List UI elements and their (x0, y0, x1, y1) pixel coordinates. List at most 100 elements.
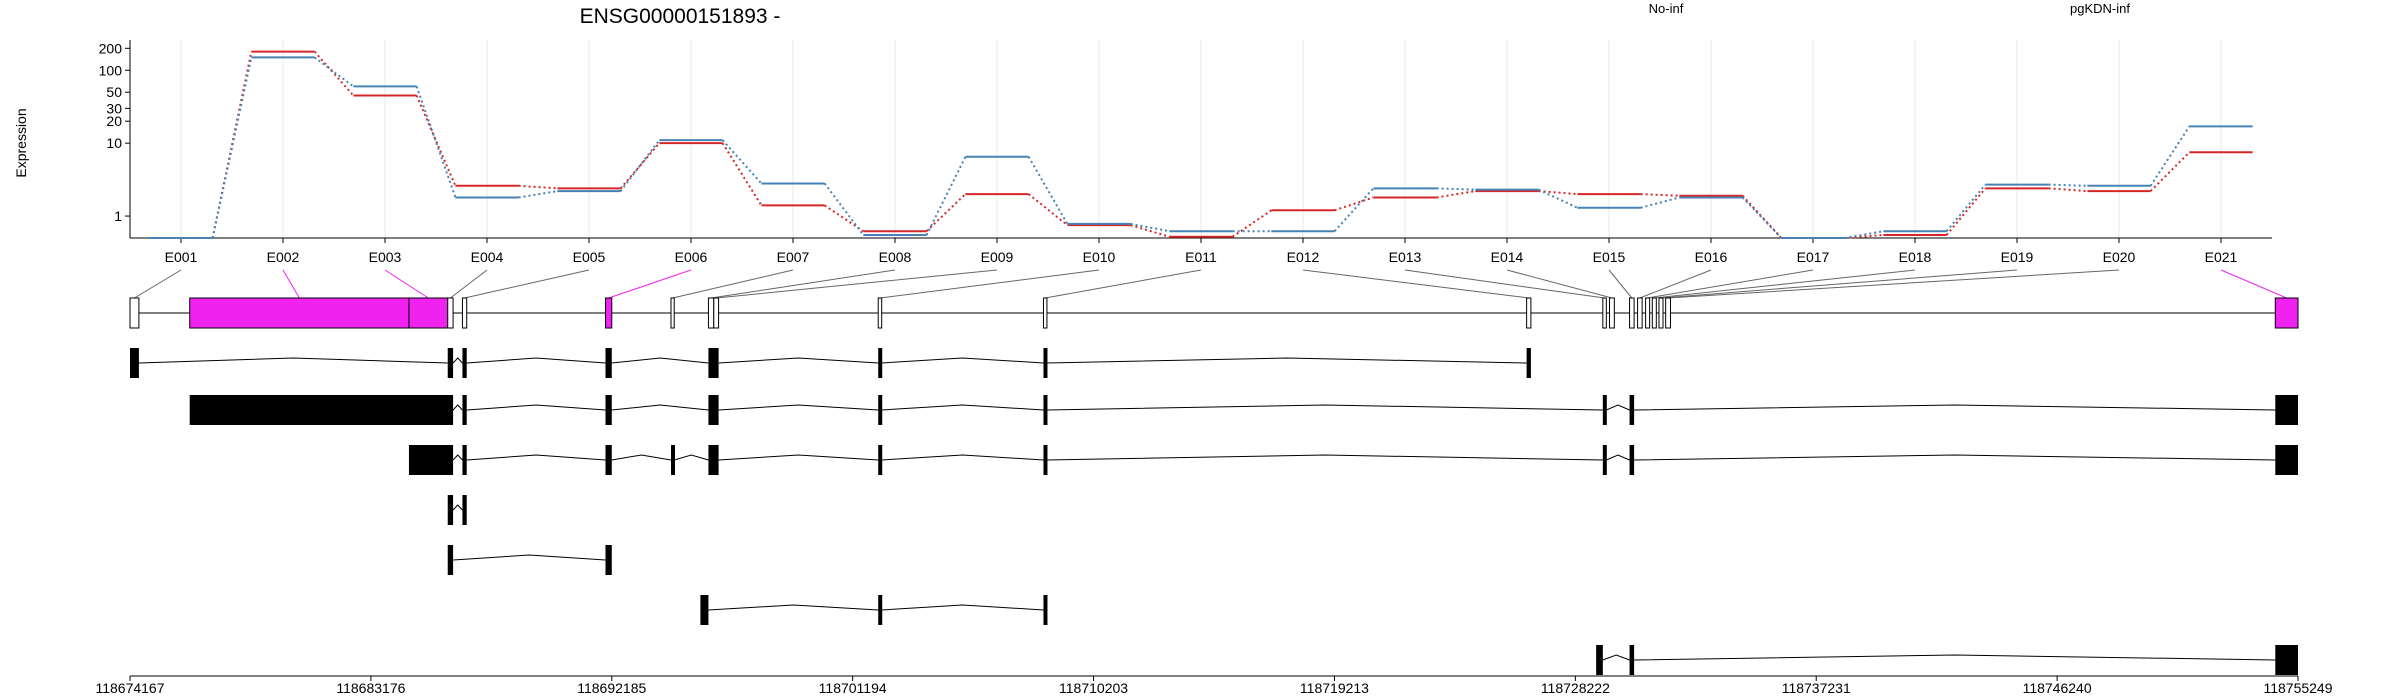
transcript-4 (447, 495, 467, 525)
series-connector (1741, 196, 1783, 239)
exon (1043, 395, 1048, 425)
x-tick-label: E013 (1389, 249, 1422, 265)
series-layer (149, 50, 2253, 239)
intron (1046, 357, 1527, 364)
exon (1043, 445, 1048, 475)
series-connector (619, 139, 661, 192)
intron (611, 404, 709, 411)
bin-connector (2220, 269, 2287, 299)
exon-bin (604, 297, 613, 329)
bin-connector (282, 269, 300, 299)
genomic-tick-label: 118719213 (1300, 680, 1369, 696)
exon (878, 445, 883, 475)
intron (1046, 454, 1603, 461)
exon-bin (129, 297, 140, 329)
intron (718, 404, 879, 411)
exon (878, 348, 883, 378)
transcript-5 (447, 545, 612, 575)
x-tick-label: E009 (981, 249, 1014, 265)
exon (605, 348, 612, 378)
intron (611, 357, 709, 364)
exon-bin (1629, 297, 1635, 329)
exon (1043, 595, 1048, 625)
series-connector (721, 142, 763, 206)
exon (708, 348, 719, 378)
series-connector (824, 204, 864, 233)
bin-connector (1045, 269, 1202, 299)
x-tick-label: E003 (369, 249, 402, 265)
series-connector (415, 86, 457, 198)
chart-title: ENSG00000151893 - (580, 5, 781, 28)
series-connector (1130, 222, 1170, 233)
exon (1602, 395, 1607, 425)
x-tick-label: E001 (165, 249, 198, 265)
exon-bin (189, 297, 410, 329)
bin-connector (384, 269, 429, 299)
x-tick-label: E019 (2001, 249, 2034, 265)
exon-bin (1637, 297, 1643, 329)
x-tick-label: E017 (1797, 249, 1830, 265)
exon-bin-layer (129, 269, 2299, 329)
intron (718, 454, 879, 461)
x-tick-label: E015 (1593, 249, 1626, 265)
exon-bin (1526, 297, 1532, 329)
y-tick-label: 20 (106, 113, 122, 129)
intron (1634, 654, 2276, 661)
genomic-tick-label: 118692185 (577, 680, 646, 696)
exon (447, 348, 454, 378)
exon-bin (1042, 297, 1048, 329)
bin-connector (1506, 269, 1613, 299)
exon-bin (447, 297, 454, 329)
series-connector (1945, 187, 1987, 236)
series-connector (518, 190, 558, 199)
legend-series-2: pgKDN-inf (2070, 1, 2130, 16)
series-connector (1436, 187, 1476, 191)
series-connector (823, 182, 865, 236)
exon (462, 495, 467, 525)
y-tick-label: 100 (99, 62, 123, 78)
genomic-tick-label: 118710203 (1059, 680, 1128, 696)
x-tick-label: E012 (1287, 249, 1320, 265)
x-tick-label: E014 (1491, 249, 1524, 265)
exon (462, 395, 467, 425)
intron (452, 357, 463, 364)
intron (708, 604, 879, 611)
exon (1043, 348, 1048, 378)
intron (452, 454, 463, 461)
y-tick-label: 1 (114, 208, 122, 224)
intron (881, 454, 1044, 461)
exon (1526, 348, 1531, 378)
exon (708, 445, 719, 475)
transcript-6 (700, 595, 1048, 625)
series-connector (2149, 125, 2191, 187)
exon (2275, 445, 2298, 475)
intron (452, 404, 463, 411)
series-connector (1741, 195, 1783, 239)
intron (611, 454, 672, 461)
genomic-tick-label: 118737231 (1782, 680, 1851, 696)
exon (408, 445, 454, 475)
y-tick-label: 200 (99, 40, 123, 56)
series-connector (314, 56, 354, 88)
exon (670, 445, 675, 475)
bin-connector (879, 269, 1100, 299)
x-tick-label: E011 (1185, 249, 1217, 265)
exon (130, 348, 139, 378)
x-tick-label: E008 (879, 249, 912, 265)
intron (466, 357, 606, 364)
series-connector (1640, 193, 1680, 197)
series-connector (1232, 209, 1272, 238)
x-tick-label: E021 (2205, 249, 2238, 265)
intron (452, 504, 463, 511)
exon (1602, 445, 1607, 475)
series-connector (211, 57, 253, 239)
x-tick-label: E002 (267, 249, 300, 265)
bin-connector (1668, 269, 2120, 299)
exon (462, 445, 467, 475)
series-connector (313, 50, 355, 97)
x-tick-label: E010 (1083, 249, 1116, 265)
x-tick-label: E004 (471, 249, 504, 265)
bin-connector (1639, 269, 1712, 299)
bin-connector (1654, 269, 1916, 299)
